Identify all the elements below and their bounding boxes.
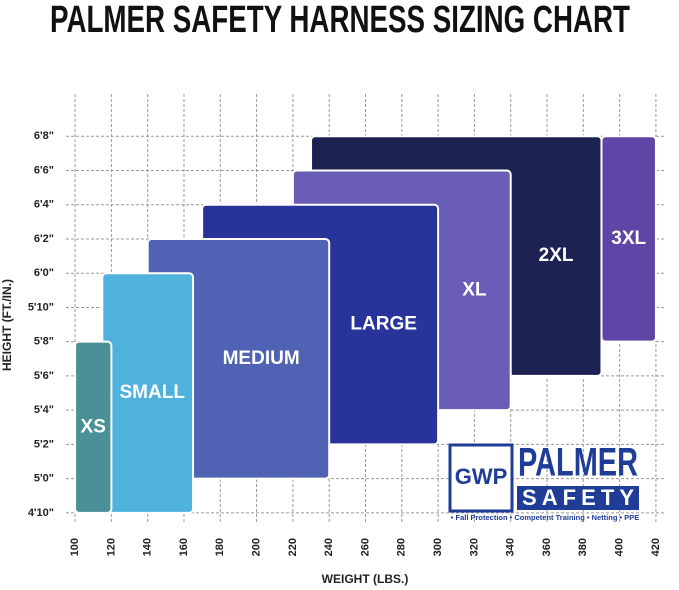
logo-badge-frame <box>448 443 514 513</box>
y-tick-label: 6'8" <box>34 130 54 142</box>
size-boxes: XS SMALL MEDIUM LARGE XL 2XL 3XL <box>74 135 657 514</box>
size-label: LARGE <box>350 314 417 335</box>
x-tick-label: 380 <box>577 538 589 556</box>
x-tick-label: 240 <box>323 538 335 556</box>
size-label: XS <box>81 416 106 437</box>
x-tick-label: 260 <box>359 538 371 556</box>
x-tick-label: 140 <box>142 538 154 556</box>
size-label: XL <box>462 279 487 300</box>
y-tick-label: 5'0" <box>34 473 54 485</box>
chart-title: PALMER SAFETY HARNESS SIZING CHART <box>50 0 630 41</box>
x-tick-label: 300 <box>432 538 444 556</box>
y-tick-label: 5'4" <box>34 404 54 416</box>
y-tick-label: 6'0" <box>34 267 54 279</box>
size-label: 2XL <box>539 245 574 266</box>
y-tick-label: 6'4" <box>34 199 54 211</box>
size-label: 3XL <box>611 228 646 249</box>
x-tick-label: 100 <box>69 538 81 556</box>
x-tick-label: 420 <box>650 538 662 556</box>
y-tick-label: 5'8" <box>34 336 54 348</box>
x-tick-label: 400 <box>614 538 626 556</box>
x-tick-label: 220 <box>287 538 299 556</box>
logo-sub-bar <box>517 486 639 510</box>
y-tick-label: 5'2" <box>34 438 54 450</box>
y-tick-label: 6'6" <box>34 164 54 176</box>
logo-tagline: • Fall Protection • Competent Training •… <box>451 513 639 522</box>
x-tick-label: 180 <box>214 538 226 556</box>
y-tick-label: 4'10" <box>28 507 54 519</box>
x-axis-label: WEIGHT (LBS.) <box>322 572 409 586</box>
x-tick-label: 160 <box>178 538 190 556</box>
y-tick-label: 6'2" <box>34 233 54 245</box>
x-tick-label: 340 <box>505 538 517 556</box>
logo: GWP PALMER SAFETY • Fall Protection • Co… <box>448 441 639 522</box>
x-tick-label: 280 <box>396 538 408 556</box>
size-label: SMALL <box>120 382 186 403</box>
x-tick-label: 120 <box>105 538 117 556</box>
logo-name: PALMER <box>518 441 638 485</box>
logo-badge: GWP <box>455 464 508 489</box>
y-tick-label: 5'6" <box>34 370 54 382</box>
size-label: MEDIUM <box>223 348 300 369</box>
size-box <box>74 340 113 514</box>
x-tick-label: 320 <box>468 538 480 556</box>
x-tick-label: 360 <box>541 538 553 556</box>
y-axis-label: HEIGHT (FT./IN.) <box>0 279 14 371</box>
y-tick-label: 5'10" <box>28 301 54 313</box>
x-tick-label: 200 <box>250 538 262 556</box>
